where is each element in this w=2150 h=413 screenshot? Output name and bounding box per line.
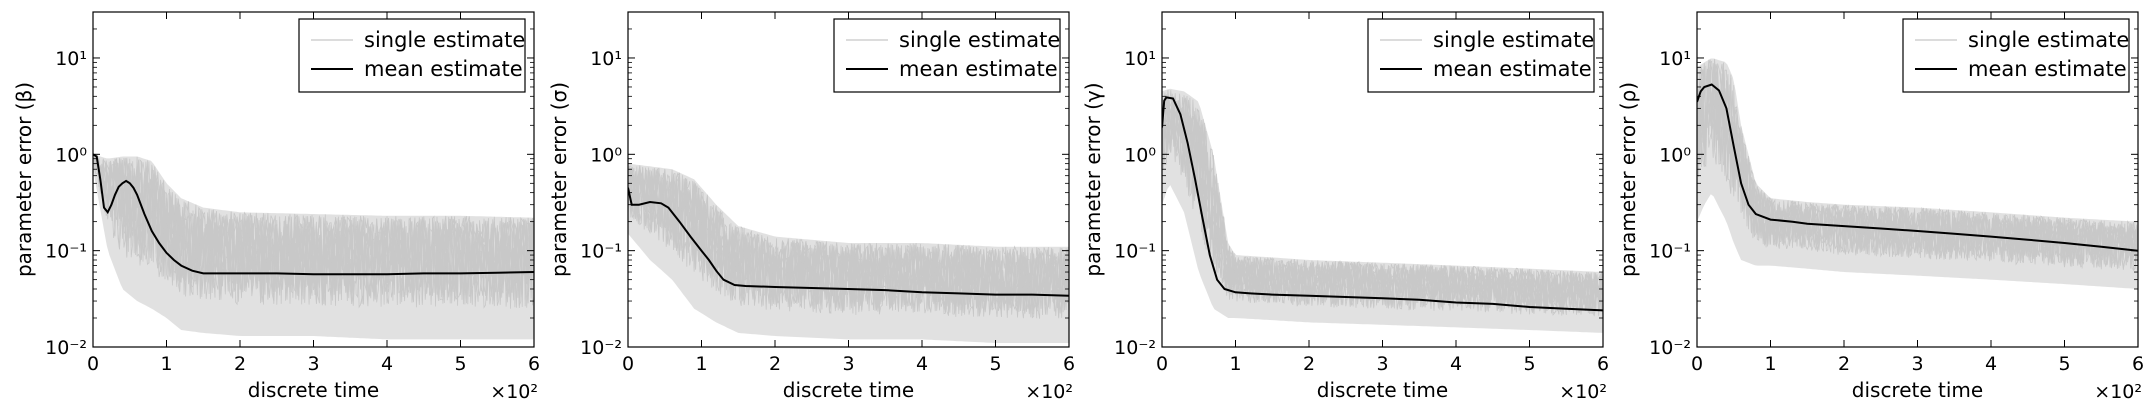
x-tick-label: 3 (307, 353, 319, 375)
mean-estimate-line (1697, 83, 2138, 252)
y-axis-label: parameter error (γ) (1081, 82, 1105, 276)
y-tick-label: 10⁰ (55, 144, 87, 166)
legend-box (833, 18, 1061, 93)
x-tick-label: 3 (842, 353, 854, 375)
x-tick-label: 2 (234, 353, 246, 375)
chart-panel-3: 0 1 2 3 4 5 6 10⁻² 10⁻¹ 10⁰ 10¹ discrete time parame… (1081, 11, 1609, 403)
x-tick-label: 4 (381, 353, 393, 375)
y-tick-label: 10⁻² (45, 337, 87, 359)
single-estimate-series (1697, 58, 2138, 289)
x-tick-label: 4 (916, 353, 928, 375)
mean-estimate-line (628, 187, 1069, 297)
y-axis-label: parameter error (ρ) (1616, 82, 1640, 277)
y-tick-label: 10⁻¹ (1114, 241, 1156, 263)
x-tick-label: 4 (1985, 353, 1997, 375)
y-tick-label: 10¹ (590, 48, 622, 70)
legend-label: single estimate (1433, 28, 1594, 52)
x-tick-label: 1 (160, 353, 172, 375)
x-axis-label: discrete time (1852, 378, 1983, 402)
x-tick-label: 6 (2132, 353, 2144, 375)
x-tick-label: 5 (989, 353, 1001, 375)
single-estimate-trace (1162, 92, 1603, 317)
x-tick-label: 0 (1156, 353, 1168, 375)
x-scale-multiplier: ×10² (1559, 381, 1607, 403)
single-estimate-trace (628, 168, 1069, 319)
y-tick-label: 10⁻² (1114, 337, 1156, 359)
legend-label: single estimate (1968, 28, 2129, 52)
x-tick-label: 1 (1764, 353, 1776, 375)
single-estimate-trace (628, 167, 1069, 319)
single-estimate-trace (1162, 93, 1603, 316)
mean-estimate-line (1162, 96, 1603, 312)
x-axis-label: discrete time (1317, 378, 1448, 402)
x-scale-multiplier: ×10² (1025, 381, 1073, 403)
y-axis-label: parameter error (σ) (547, 82, 571, 277)
single-estimate-series (628, 163, 1069, 343)
legend: single estimate mean estimate (833, 18, 1061, 93)
x-tick-label: 5 (2058, 353, 2070, 375)
legend-label: mean estimate (1433, 57, 1592, 81)
legend-label: mean estimate (364, 57, 523, 81)
single-estimate-series (1162, 88, 1603, 333)
chart-panel-4: 0 1 2 3 4 5 6 10⁻² 10⁻¹ 10⁰ 10¹ discrete time parame… (1616, 11, 2144, 403)
x-tick-label: 1 (695, 353, 707, 375)
x-scale-multiplier: ×10² (2094, 381, 2142, 403)
legend: single estimate mean estimate (1367, 18, 1595, 93)
x-tick-label: 2 (769, 353, 781, 375)
single-estimate-trace (1697, 65, 2138, 268)
y-tick-label: 10⁰ (1659, 144, 1691, 166)
y-tick-label: 10¹ (1659, 48, 1691, 70)
legend-box (298, 18, 526, 93)
y-tick-label: 10¹ (1124, 48, 1156, 70)
x-tick-label: 0 (87, 353, 99, 375)
x-tick-label: 0 (1691, 353, 1703, 375)
x-tick-label: 2 (1303, 353, 1315, 375)
x-tick-label: 5 (454, 353, 466, 375)
y-tick-label: 10⁰ (1124, 144, 1156, 166)
legend-label: mean estimate (899, 57, 1058, 81)
y-tick-label: 10⁻² (580, 337, 622, 359)
chart-panel-1: 0 1 2 3 4 5 6 10⁻² 10⁻¹ 10⁰ 10¹ discrete time parame… (12, 11, 540, 403)
y-axis-label: parameter error (β) (12, 82, 36, 277)
x-tick-label: 3 (1376, 353, 1388, 375)
chart-panel-2: 0 1 2 3 4 5 6 10⁻² 10⁻¹ 10⁰ 10¹ discrete time parame… (547, 11, 1075, 403)
legend-box (1367, 18, 1595, 93)
legend-label: single estimate (899, 28, 1060, 52)
single-estimate-band (93, 154, 534, 340)
x-tick-label: 5 (1523, 353, 1535, 375)
legend-box (1902, 18, 2130, 93)
legend: single estimate mean estimate (298, 18, 526, 93)
single-estimate-trace (93, 154, 534, 306)
x-axis-label: discrete time (783, 378, 914, 402)
x-tick-label: 6 (1063, 353, 1075, 375)
x-tick-label: 6 (1597, 353, 1609, 375)
mean-estimate-line (93, 153, 534, 276)
y-tick-label: 10⁻¹ (1649, 241, 1691, 263)
x-axis-label: discrete time (248, 378, 379, 402)
single-estimate-series (93, 154, 534, 340)
x-tick-label: 3 (1911, 353, 1923, 375)
legend: single estimate mean estimate (1902, 18, 2130, 93)
y-tick-label: 10¹ (55, 48, 87, 70)
y-tick-label: 10⁻² (1649, 337, 1691, 359)
single-estimate-trace (93, 158, 534, 305)
x-tick-label: 4 (1450, 353, 1462, 375)
x-tick-label: 0 (622, 353, 634, 375)
y-tick-label: 10⁻¹ (45, 241, 87, 263)
x-tick-label: 1 (1229, 353, 1241, 375)
x-tick-label: 2 (1838, 353, 1850, 375)
legend-label: mean estimate (1968, 57, 2127, 81)
legend-label: single estimate (364, 28, 525, 52)
x-scale-multiplier: ×10² (490, 381, 538, 403)
single-estimate-trace (1697, 59, 2138, 270)
x-tick-label: 6 (528, 353, 540, 375)
y-tick-label: 10⁰ (590, 144, 622, 166)
y-tick-label: 10⁻¹ (580, 241, 622, 263)
